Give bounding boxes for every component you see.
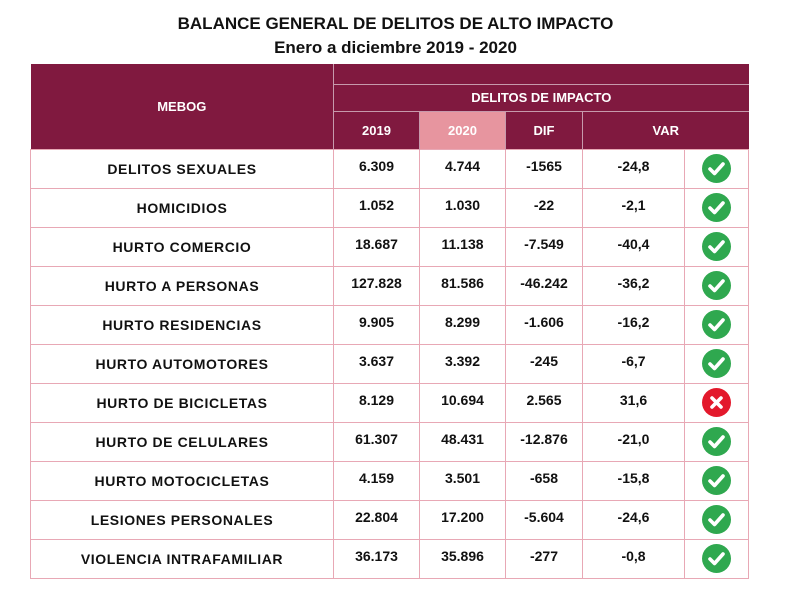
table-row: HURTO MOTOCICLETAS 4.159 3.501 -658 -15,8 <box>30 460 750 501</box>
value-2019: 18.687 <box>333 226 420 267</box>
value-2020: 81.586 <box>419 265 506 306</box>
value-2019: 4.159 <box>333 460 420 501</box>
report-title: BALANCE GENERAL DE DELITOS DE ALTO IMPAC… <box>177 14 614 33</box>
value-var: -0,8 <box>582 538 685 579</box>
status-cell <box>683 460 750 501</box>
x-icon <box>702 388 732 417</box>
crime-label: DELITOS SEXUALES <box>30 148 334 189</box>
status-cell <box>683 421 750 462</box>
value-var: -15,8 <box>582 460 685 501</box>
value-dif: -1565 <box>505 148 583 189</box>
table-row: HURTO RESIDENCIAS 9.905 8.299 -1.606 -16,2 <box>30 304 750 345</box>
check-icon <box>702 505 732 534</box>
crime-label: HURTO DE CELULARES <box>30 421 334 462</box>
corner-header: MEBOG <box>30 64 334 149</box>
value-2019: 61.307 <box>333 421 420 462</box>
value-2020: 10.694 <box>419 382 506 423</box>
value-dif: -277 <box>505 538 583 579</box>
table-row: DELITOS SEXUALES 6.309 4.744 -1565 -24,8 <box>30 148 750 189</box>
value-2019: 1.052 <box>333 187 420 228</box>
check-icon <box>702 154 732 183</box>
value-2019: 6.309 <box>333 148 420 189</box>
value-2020: 4.744 <box>419 148 506 189</box>
status-cell <box>683 187 750 228</box>
value-dif: -7.549 <box>505 226 583 267</box>
crime-label: HURTO DE BICICLETAS <box>30 382 334 423</box>
value-dif: -1.606 <box>505 304 583 345</box>
table-row: VIOLENCIA INTRAFAMILIAR 36.173 35.896 -277-… <box>30 538 750 579</box>
table-row: HURTO A PERSONAS 127.828 81.586 -46.242 -36,… <box>30 265 750 306</box>
value-2020: 3.501 <box>419 460 506 501</box>
value-dif: -658 <box>505 460 583 501</box>
crime-label: LESIONES PERSONALES <box>30 499 334 540</box>
value-var: 31,6 <box>582 382 685 423</box>
value-dif: -245 <box>505 343 583 384</box>
crime-label: HURTO RESIDENCIAS <box>30 304 334 345</box>
value-2019: 127.828 <box>333 265 420 306</box>
status-cell <box>683 148 750 189</box>
status-cell <box>683 382 750 423</box>
value-2019: 36.173 <box>333 538 420 579</box>
check-icon <box>702 349 732 378</box>
crime-label: HURTO COMERCIO <box>30 226 334 267</box>
value-dif: -46.242 <box>505 265 583 306</box>
crime-balance-table: MEBOG DELITOS DE IMPACTO 2019 2020 DIF V… <box>30 64 750 579</box>
value-var: -6,7 <box>582 343 685 384</box>
value-2020: 48.431 <box>419 421 506 462</box>
table-row: HURTO DE BICICLETAS 8.129 10.694 2.565 31,6 <box>30 382 750 423</box>
check-icon <box>702 466 732 495</box>
value-var: -24,8 <box>582 148 685 189</box>
column-header-2020: 2020 <box>419 111 506 149</box>
table-row: HURTO AUTOMOTORES 3.637 3.392 -245 -6,7 <box>30 343 750 384</box>
value-2020: 35.896 <box>419 538 506 579</box>
status-cell <box>683 499 750 540</box>
value-2020: 3.392 <box>419 343 506 384</box>
value-var: -21,0 <box>582 421 685 462</box>
value-2019: 8.129 <box>333 382 420 423</box>
value-2020: 17.200 <box>419 499 506 540</box>
crime-label: HOMICIDIOS <box>30 187 334 228</box>
check-icon <box>702 232 732 261</box>
status-cell <box>683 304 750 345</box>
check-icon <box>702 193 732 222</box>
value-2020: 11.138 <box>419 226 506 267</box>
status-cell <box>683 265 750 306</box>
report-subtitle: Enero a diciembre 2019 - 2020 <box>274 38 517 57</box>
check-icon <box>702 310 732 339</box>
value-dif: -12.876 <box>505 421 583 462</box>
crime-label: HURTO AUTOMOTORES <box>30 343 334 384</box>
crime-label: VIOLENCIA INTRAFAMILIAR <box>30 538 334 579</box>
check-icon <box>702 427 732 456</box>
header-spacer <box>333 64 749 84</box>
value-var: -36,2 <box>582 265 685 306</box>
column-header-2019: 2019 <box>333 111 420 149</box>
value-dif: 2.565 <box>505 382 583 423</box>
value-2019: 3.637 <box>333 343 420 384</box>
status-cell <box>683 226 750 267</box>
check-icon <box>702 544 732 573</box>
crime-label: HURTO A PERSONAS <box>30 265 334 306</box>
status-cell <box>683 538 750 579</box>
value-2019: 9.905 <box>333 304 420 345</box>
table-row: HURTO COMERCIO 18.687 11.138 -7.549 -40,4 <box>30 226 750 267</box>
table-row: HOMICIDIOS 1.052 1.030 -22 -2,1 <box>30 187 750 228</box>
value-2020: 8.299 <box>419 304 506 345</box>
status-cell <box>683 343 750 384</box>
crime-label: HURTO MOTOCICLETAS <box>30 460 334 501</box>
column-header-dif: DIF <box>505 111 583 149</box>
column-header-var: VAR <box>582 111 749 149</box>
table-row: LESIONES PERSONALES 22.804 17.200 -5.604 -24… <box>30 499 750 540</box>
value-var: -40,4 <box>582 226 685 267</box>
value-2019: 22.804 <box>333 499 420 540</box>
value-dif: -22 <box>505 187 583 228</box>
value-var: -24,6 <box>582 499 685 540</box>
value-2020: 1.030 <box>419 187 506 228</box>
table-row: HURTO DE CELULARES 61.307 48.431 -12.876 -21… <box>30 421 750 462</box>
value-var: -16,2 <box>582 304 685 345</box>
group-header: DELITOS DE IMPACTO <box>333 83 749 112</box>
value-dif: -5.604 <box>505 499 583 540</box>
check-icon <box>702 271 732 300</box>
value-var: -2,1 <box>582 187 685 228</box>
